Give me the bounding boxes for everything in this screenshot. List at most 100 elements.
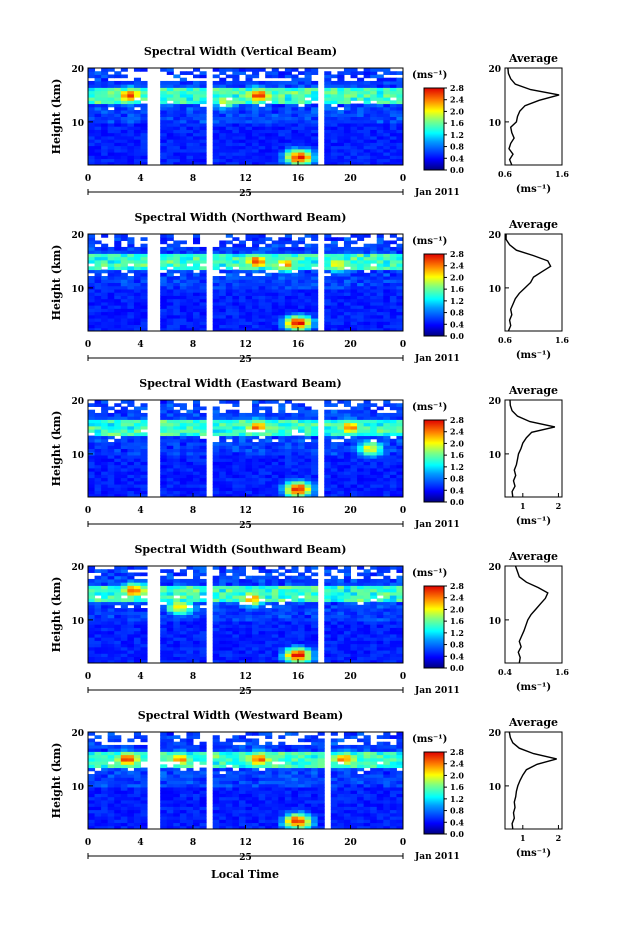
heatmap-cell — [370, 282, 378, 287]
heatmap-cell — [166, 246, 174, 251]
heatmap-cell — [219, 110, 227, 114]
heatmap-cell — [389, 132, 397, 137]
heatmap-cell — [173, 142, 181, 147]
heatmap-cell — [265, 259, 273, 264]
heatmap-cell — [212, 129, 220, 134]
heatmap-cell — [94, 432, 102, 437]
heatmap-cell — [357, 406, 365, 411]
heatmap-cell — [160, 656, 168, 661]
heatmap-cell — [376, 234, 384, 238]
heatmap-cell — [245, 132, 253, 137]
heatmap-cell — [140, 448, 148, 453]
heatmap-cell — [127, 240, 135, 245]
heatmap-cell — [94, 608, 102, 612]
heatmap-cell — [166, 604, 174, 609]
heatmap-cell — [376, 269, 384, 274]
heatmap-cell — [245, 656, 253, 661]
heatmap-cell — [298, 158, 306, 163]
heatmap-cell — [238, 445, 246, 449]
heatmap-cell — [252, 279, 260, 283]
heatmap-cell — [212, 106, 220, 111]
heatmap-cell — [186, 305, 194, 309]
heatmap-cell — [94, 624, 102, 628]
heatmap-cell — [133, 643, 141, 648]
heatmap-cell — [186, 106, 194, 111]
heatmap-cell — [278, 90, 286, 95]
heatmap-cell — [245, 266, 253, 271]
heatmap-cell — [238, 656, 246, 661]
heatmap-cell — [265, 324, 273, 329]
heatmap-cell — [304, 161, 312, 166]
heatmap-cell — [271, 585, 279, 590]
heatmap-cell — [350, 93, 358, 98]
heatmap-cell — [363, 435, 371, 440]
heatmap-cell — [179, 240, 187, 245]
heatmap-cell — [166, 653, 174, 658]
heatmap-cell — [166, 646, 174, 651]
heatmap-cell — [350, 598, 358, 603]
heatmap-cell — [166, 288, 174, 293]
heatmap-cell — [376, 285, 384, 290]
heatmap-cell — [252, 80, 260, 85]
heatmap-cell — [94, 461, 102, 466]
x-tick-label: 20 — [344, 340, 357, 350]
heatmap-cell — [173, 572, 181, 577]
heatmap-cell — [278, 321, 286, 326]
heatmap-cell — [179, 314, 187, 319]
heatmap-cell — [127, 135, 135, 140]
heatmap-cell — [363, 480, 371, 485]
heatmap-cell — [298, 419, 306, 424]
heatmap-cell — [238, 578, 246, 583]
heatmap-cell — [278, 646, 286, 651]
heatmap-cell — [166, 435, 174, 440]
heatmap-cell — [284, 400, 292, 404]
heatmap-cell — [298, 643, 306, 648]
heatmap-cell — [291, 240, 299, 245]
heatmap-cell — [179, 77, 187, 82]
heatmap-cell — [271, 301, 279, 306]
heatmap-cell — [199, 445, 207, 449]
heatmap-cell — [324, 442, 332, 446]
heatmap-cell — [179, 279, 187, 283]
heatmap-cell — [127, 650, 135, 654]
heatmap-cell — [120, 432, 128, 437]
heatmap-cell — [271, 129, 279, 134]
heatmap-cell — [337, 288, 345, 293]
heatmap-cell — [304, 566, 312, 570]
heatmap-cell — [311, 461, 319, 466]
heatmap-cell — [179, 614, 187, 619]
heatmap-cell — [324, 298, 332, 303]
heatmap-cell — [383, 97, 391, 101]
heatmap-cell — [166, 588, 174, 593]
heatmap-cell — [94, 591, 102, 596]
heatmap-cell — [330, 487, 338, 492]
heatmap-cell — [252, 630, 260, 635]
heatmap-cell — [383, 263, 391, 267]
heatmap-cell — [350, 620, 358, 625]
heatmap-cell — [298, 477, 306, 482]
heatmap-cell — [370, 451, 378, 456]
heatmap-cell — [219, 100, 227, 105]
heatmap-cell — [186, 633, 194, 638]
heatmap-cell — [343, 113, 351, 117]
heatmap-cell — [219, 467, 227, 472]
heatmap-cell — [88, 582, 96, 586]
heatmap-cell — [88, 416, 96, 420]
heatmap-cell — [350, 103, 358, 108]
heatmap-cell — [258, 585, 266, 590]
heatmap-cell — [389, 403, 397, 407]
average-x-tick-label: 0.6 — [498, 335, 512, 345]
heatmap-cell — [298, 122, 306, 127]
heatmap-cell — [284, 461, 292, 466]
heatmap-cell — [350, 412, 358, 417]
heatmap-cell — [193, 493, 201, 498]
heatmap-cell — [265, 74, 273, 79]
heatmap-cell — [389, 234, 397, 238]
colorbar-tick-label: 1.2 — [450, 130, 464, 140]
heatmap-cell — [101, 93, 109, 98]
heatmap-cell — [225, 324, 233, 329]
heatmap-cell — [179, 311, 187, 316]
heatmap-cell — [193, 68, 201, 72]
heatmap-cell — [199, 90, 207, 95]
heatmap-cell — [94, 585, 102, 590]
